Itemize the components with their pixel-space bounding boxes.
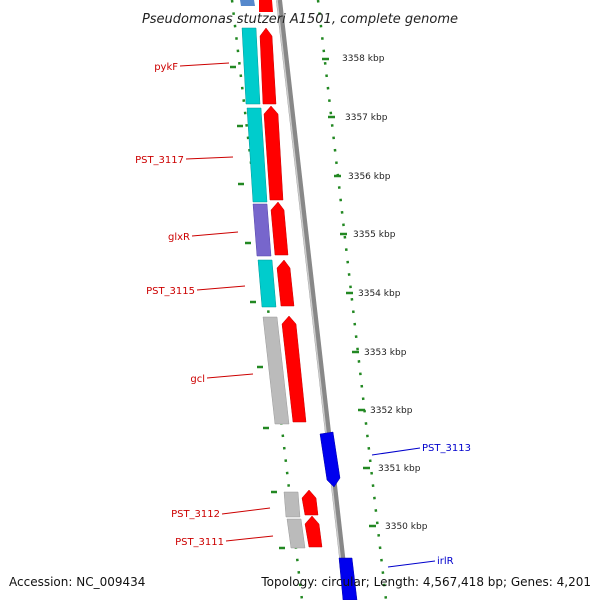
ruler-tick-label: 3357 kbp [345,113,388,123]
gene-label-irlR[interactable]: irlR [437,556,454,567]
feature-block-pykF [241,27,261,105]
cds-arrow-gcl [281,315,307,423]
cds-arrow-PST_3111 [304,515,323,548]
ruler-tick-label: 3358 kbp [342,54,385,64]
gene-label-PST_3117[interactable]: PST_3117 [135,155,184,166]
gene-label-pykF[interactable]: pykF [154,62,178,73]
label-leaders-forward [371,447,436,568]
gene-label-PST_3112[interactable]: PST_3112 [171,509,220,520]
topology-text: Topology: circular; Length: 4,567,418 bp… [260,575,591,589]
label-leaders-reverse [179,62,274,542]
cds-arrow-pykF [259,27,277,105]
feature-block-PST_3111 [286,518,306,549]
ruler-tick-label: 3355 kbp [353,230,396,240]
cds-arrow-glxR [270,201,289,256]
feature-block-gcl [262,316,290,425]
cds-arrow-PST_3117 [263,105,284,201]
gene-label-PST_3115[interactable]: PST_3115 [146,286,195,297]
gene-label-glxR[interactable]: glxR [168,232,190,243]
gene-label-PST_3111[interactable]: PST_3111 [175,537,224,548]
ruler-tick-label: 3354 kbp [358,289,401,299]
outer-ring-dotted [316,0,388,600]
cds-arrow-top [259,0,273,12]
map-title: Pseudomonas stutzeri A1501, complete gen… [142,12,458,27]
gene-label-PST_3113[interactable]: PST_3113 [422,443,471,454]
ruler-tick-label: 3353 kbp [364,348,407,358]
ruler-tick-label: 3352 kbp [370,406,413,416]
cds-arrow-PST_3115 [276,259,295,307]
feature-track [240,0,306,549]
feature-block-top [240,0,255,6]
inner-ring-major-ticks [230,65,285,550]
reverse-cds-track [259,0,323,548]
feature-block-PST_3115 [257,259,277,308]
backbone-ring [276,0,350,600]
feature-block-PST_3117 [246,107,268,203]
ruler-tick-label: 3356 kbp [348,172,391,182]
cds-arrow-PST_3113 [319,431,341,488]
cds-arrow-irlR [338,557,358,600]
feature-block-glxR [252,203,272,257]
backbone-ring-highlight [276,0,346,600]
ruler-tick-label: 3350 kbp [385,522,428,532]
ruler-tick-label: 3351 kbp [378,464,421,474]
forward-cds-track [319,431,358,600]
cds-arrow-PST_3112 [301,489,319,516]
outer-ring-major-ticks [322,57,376,528]
accession-text: Accession: NC_009434 [9,575,145,589]
gene-label-gcl[interactable]: gcl [190,374,205,385]
feature-block-PST_3112 [283,491,301,518]
